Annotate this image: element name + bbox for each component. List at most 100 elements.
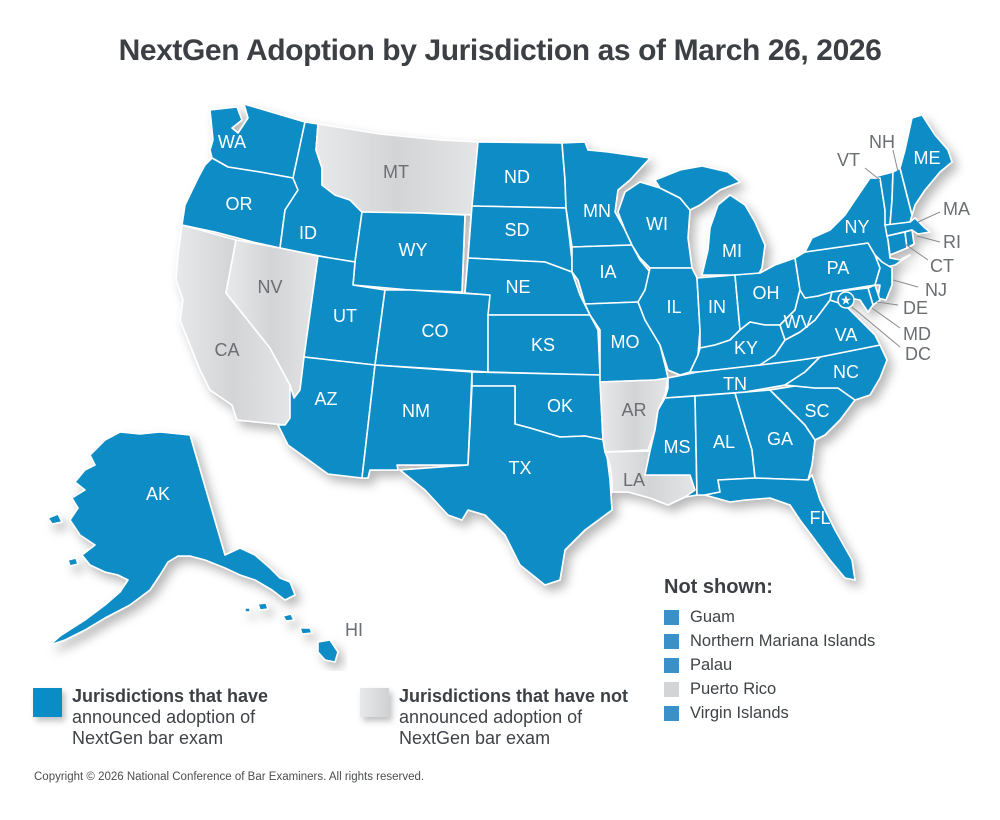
- state-mi[interactable]: [654, 165, 766, 276]
- hawaii-group: [244, 602, 339, 663]
- label-wa: WA: [218, 132, 246, 152]
- alaska-group: [47, 431, 296, 646]
- label-az: AZ: [314, 389, 337, 409]
- legend-swatch-not-adopted: [360, 688, 389, 717]
- state-ri[interactable]: [904, 229, 915, 249]
- label-pa: PA: [827, 258, 850, 278]
- label-ri: RI: [943, 232, 961, 252]
- state-tx[interactable]: [399, 385, 613, 586]
- label-va: VA: [835, 325, 858, 345]
- label-wi: WI: [646, 214, 668, 234]
- alaska-island: [47, 513, 63, 525]
- label-tn: TN: [723, 374, 747, 394]
- state-mn[interactable]: [561, 141, 651, 248]
- label-wy: WY: [399, 240, 428, 260]
- label-hi: HI: [345, 620, 363, 640]
- legend-adopted-bold: Jurisdictions that have: [72, 686, 269, 706]
- swatch-adopted: [664, 705, 679, 721]
- label-de: DE: [903, 298, 928, 318]
- state-fl[interactable]: [704, 474, 856, 581]
- label-ar: AR: [621, 400, 646, 420]
- label-mt: MT: [383, 162, 409, 182]
- label-sd: SD: [504, 220, 529, 240]
- label-md: MD: [903, 324, 931, 344]
- not-shown-item-nmi: Northern Mariana Islands: [664, 629, 875, 653]
- label-ca: CA: [214, 340, 239, 360]
- label-ma: MA: [943, 199, 970, 219]
- legend-adopted-line3: NextGen bar exam: [72, 728, 224, 748]
- label-ga: GA: [767, 429, 793, 449]
- label-co: CO: [422, 321, 449, 341]
- label-nj: NJ: [925, 280, 947, 300]
- label-ks: KS: [531, 335, 555, 355]
- label-ne: NE: [505, 277, 530, 297]
- state-labels: WA OR ID MT WY NV CA UT CO AZ NM ND SD N…: [146, 132, 941, 528]
- label-mn: MN: [583, 201, 611, 221]
- swatch-adopted: [664, 633, 679, 649]
- label-ut: UT: [333, 306, 357, 326]
- dc-marker[interactable]: ★: [837, 291, 855, 309]
- not-shown-list: Not shown: Guam Northern Mariana Islands…: [664, 576, 875, 725]
- label-la: LA: [623, 470, 645, 490]
- label-nh: NH: [869, 132, 895, 152]
- label-ny: NY: [844, 217, 869, 237]
- copyright-notice: Copyright © 2026 National Conference of …: [34, 771, 425, 783]
- label-nm: NM: [402, 401, 430, 421]
- state-ks[interactable]: [487, 314, 601, 376]
- state-ct[interactable]: [886, 231, 908, 256]
- label-nd: ND: [504, 167, 530, 187]
- state-ak[interactable]: [49, 431, 296, 646]
- state-nc[interactable]: [784, 344, 888, 401]
- legend-not-adopted-bold: Jurisdictions that have not: [399, 686, 629, 706]
- label-wv: WV: [784, 312, 813, 332]
- label-mo: MO: [611, 332, 640, 352]
- label-dc: DC: [905, 344, 931, 364]
- label-ak: AK: [146, 484, 170, 504]
- legend-adopted-line2: announced adoption of: [72, 707, 256, 727]
- alaska-island: [67, 557, 79, 567]
- label-ok: OK: [547, 396, 573, 416]
- hawaii-island: [299, 627, 313, 635]
- not-shown-label: Guam: [690, 607, 735, 626]
- map-title: NextGen Adoption by Jurisdiction as of M…: [118, 34, 882, 67]
- label-tx: TX: [508, 458, 531, 478]
- not-shown-item-puerto-rico: Puerto Rico: [664, 677, 875, 701]
- label-ms: MS: [664, 437, 691, 457]
- legend-not-adopted: Jurisdictions that have not announced ad…: [360, 686, 628, 749]
- label-sc: SC: [804, 401, 829, 421]
- state-nm[interactable]: [361, 364, 473, 479]
- state-hi[interactable]: [317, 639, 339, 663]
- state-nj[interactable]: [874, 254, 893, 301]
- not-shown-item-guam: Guam: [664, 605, 875, 629]
- not-shown-label: Palau: [690, 655, 733, 674]
- not-shown-label: Virgin Islands: [690, 703, 789, 722]
- swatch-adopted: [664, 609, 679, 625]
- label-or: OR: [226, 194, 253, 214]
- swatch-not-adopted: [664, 681, 679, 697]
- legend-swatch-adopted: [33, 688, 62, 717]
- label-me: ME: [914, 148, 941, 168]
- hawaii-island: [282, 613, 295, 622]
- label-vt: VT: [837, 150, 860, 170]
- hawaii-island: [244, 607, 251, 613]
- legend-adopted: Jurisdictions that have announced adopti…: [33, 686, 268, 749]
- not-shown-item-palau: Palau: [664, 653, 875, 677]
- not-shown-label: Northern Mariana Islands: [690, 631, 876, 650]
- state-me[interactable]: [899, 114, 953, 216]
- label-mi: MI: [722, 241, 742, 261]
- contiguous-us: [175, 103, 953, 586]
- label-ky: KY: [734, 338, 758, 358]
- label-nv: NV: [257, 277, 282, 297]
- not-shown-title: Not shown:: [664, 576, 773, 598]
- not-shown-item-virgin-islands: Virgin Islands: [664, 701, 875, 725]
- label-il: IL: [666, 297, 681, 317]
- external-labels: VT NH MA RI CT NJ DE MD DC HI: [345, 132, 970, 640]
- legend-not-adopted-line3: NextGen bar exam: [399, 728, 551, 748]
- label-al: AL: [713, 432, 735, 452]
- legend-not-adopted-line2: announced adoption of: [399, 707, 583, 727]
- label-ia: IA: [599, 262, 616, 282]
- label-ct: CT: [930, 256, 954, 276]
- label-id: ID: [299, 223, 317, 243]
- not-shown-label: Puerto Rico: [690, 679, 777, 698]
